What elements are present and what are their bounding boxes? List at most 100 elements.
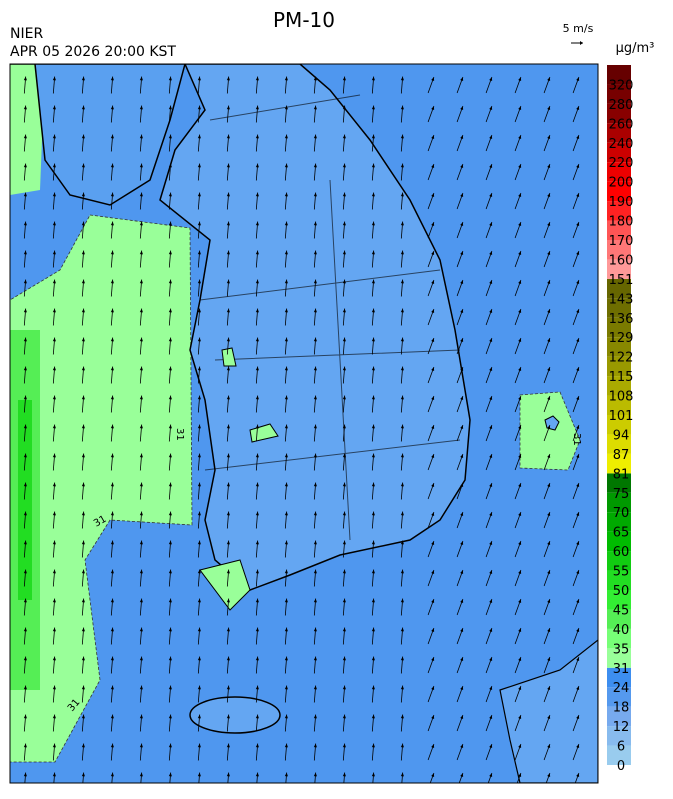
wind-arrow-head (518, 686, 522, 691)
wind-arrow-head (255, 134, 259, 139)
wind-arrow-head (342, 482, 346, 487)
wind-arrow-head (460, 425, 464, 430)
wind-arrow-head (226, 685, 230, 690)
wind-arrow-head (431, 164, 435, 169)
colorbar-label: 24 (613, 681, 630, 696)
wind-arrow-head (52, 76, 56, 81)
wind-arrow-head (284, 366, 288, 371)
wind-arrow-head (255, 743, 259, 748)
wind-arrow-head (313, 163, 317, 168)
wind-arrow-head (197, 250, 201, 255)
colorbar-segment (607, 220, 631, 240)
wind-arrow-head (313, 656, 317, 661)
wind-arrow-head (342, 250, 346, 255)
colorbar-label: 45 (613, 603, 630, 618)
wind-arrow-head (576, 686, 580, 691)
wind-arrow-head (489, 106, 493, 111)
wind-arrow-head (168, 221, 172, 226)
wind-arrow-head (284, 511, 288, 516)
wind-arrow-head (547, 251, 551, 256)
wind-arrow-head (460, 309, 464, 314)
wind-arrow-head (226, 598, 230, 603)
wind-arrow-head (400, 453, 404, 458)
wind-arrow-head (168, 772, 172, 777)
colorbar-segment (607, 434, 631, 454)
wind-arrow-head (518, 309, 522, 314)
wind-arrow-head (110, 598, 114, 603)
wind-arrow-head (518, 367, 522, 372)
wind-arrow-head (52, 395, 56, 400)
wind-arrow-head (313, 453, 317, 458)
colorbar-label: 108 (609, 390, 634, 405)
wind-arrow-head (489, 77, 493, 82)
wind-arrow-head (197, 308, 201, 313)
wind-arrow-head (52, 308, 56, 313)
wind-arrow-head (431, 367, 435, 372)
wind-arrow-head (255, 221, 259, 226)
colorbar-segment (607, 181, 631, 202)
wind-arrow-head (226, 76, 230, 81)
wind-arrow-head (460, 164, 464, 169)
wind-arrow-head (400, 105, 404, 110)
colorbar-label: 94 (613, 428, 630, 443)
wind-arrow-head (255, 337, 259, 342)
wind-arrow-head (284, 627, 288, 632)
wind-arrow-head (81, 540, 85, 545)
colorbar-segment (607, 84, 631, 104)
wind-arrow-head (255, 76, 259, 81)
colorbar-segment (607, 123, 631, 143)
wind-arrow-head (547, 512, 551, 517)
wind-arrow-head (52, 714, 56, 719)
wind-arrow-head (284, 772, 288, 777)
wind-arrow-head (576, 715, 580, 720)
wind-scale-label: 5 m/s (563, 22, 594, 35)
colorbar-label: 75 (613, 487, 630, 502)
wind-arrow-head (518, 425, 522, 430)
wind-arrow-head (313, 424, 317, 429)
wind-arrow-head (52, 337, 56, 342)
wind-arrow-head (400, 308, 404, 313)
wind-arrow-head (460, 193, 464, 198)
wind-arrow-head (489, 628, 493, 633)
wind-arrow-head (576, 599, 580, 604)
wind-arrow-head (313, 511, 317, 516)
wind-arrow-head (81, 250, 85, 255)
wind-arrow-head (284, 714, 288, 719)
wind-arrow-head (460, 106, 464, 111)
wind-arrow-head (489, 251, 493, 256)
colorbar-label: 60 (613, 545, 630, 560)
wind-arrow-head (255, 250, 259, 255)
wind-arrow-head (400, 772, 404, 777)
wind-arrow-head (23, 308, 27, 313)
wind-arrow-head (576, 222, 580, 227)
wind-arrow-head (110, 656, 114, 661)
wind-arrow-head (226, 163, 230, 168)
wind-arrow-head (460, 570, 464, 575)
wind-arrow-head (518, 193, 522, 198)
wind-arrow-head (197, 598, 201, 603)
wind-arrow-head (400, 540, 404, 545)
wind-arrow-head (23, 482, 27, 487)
wind-arrow-head (226, 540, 230, 545)
wind-arrow-head (576, 628, 580, 633)
wind-arrow-head (255, 192, 259, 197)
colorbar-label: 240 (609, 137, 634, 152)
wind-arrow-head (342, 511, 346, 516)
colorbar-label: 200 (609, 176, 634, 191)
wind-arrow-head (400, 134, 404, 139)
wind-arrow-head (284, 656, 288, 661)
wind-arrow-head (342, 337, 346, 342)
wind-arrow-head (52, 569, 56, 574)
colorbar-label: 170 (609, 234, 634, 249)
wind-arrow-head (371, 424, 375, 429)
wind-arrow-head (518, 483, 522, 488)
wind-arrow-head (284, 482, 288, 487)
colorbar-label: 31 (613, 662, 630, 677)
wind-arrow-head (342, 685, 346, 690)
colorbar-segment (607, 648, 631, 668)
wind-arrow-head (576, 483, 580, 488)
colorbar-segment (607, 395, 631, 415)
wind-arrow-head (226, 743, 230, 748)
wind-arrow-head (52, 511, 56, 516)
